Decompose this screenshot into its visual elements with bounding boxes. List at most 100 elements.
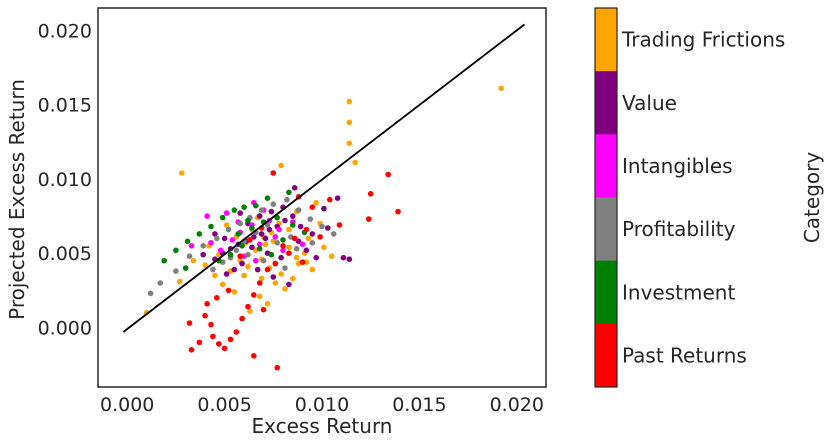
colorbar-swatch-investment (595, 260, 617, 325)
colorbar-tick-label: Trading Frictions (621, 28, 785, 52)
scatter-point-past-returns (204, 301, 210, 307)
scatter-point-trading-frictions (258, 275, 265, 282)
scatter-point-value (270, 274, 277, 280)
y-axis-ticks: 0.000 0.005 0.010 0.015 0.020 (38, 20, 92, 339)
scatter-point-profitability (309, 240, 316, 246)
scatter-point-past-returns (270, 170, 277, 176)
scatter-point-investment (268, 251, 275, 258)
scatter-point-profitability (274, 240, 281, 246)
scatter-point-trading-frictions (278, 271, 284, 277)
scatter-point-trading-frictions (321, 244, 327, 251)
scatter-point-profitability (173, 268, 179, 274)
scatter-point-value (297, 223, 304, 230)
x-tick-label: 0.010 (295, 394, 349, 416)
scatter-point-trading-frictions (278, 162, 284, 169)
scatter-point-profitability (260, 257, 267, 264)
scatter-point-trading-frictions (352, 159, 358, 166)
scatter-point-trading-frictions (262, 241, 269, 248)
scatter-point-trading-frictions (190, 257, 197, 264)
scatter-point-past-returns (272, 260, 279, 267)
scatter-point-past-returns (336, 222, 343, 228)
scatter-point-profitability (282, 265, 288, 271)
scatter-point-investment (256, 246, 263, 252)
reference-line-group (122, 23, 526, 333)
colorbar-label: Category (800, 152, 824, 244)
scatter-point-past-returns (188, 347, 195, 353)
scatter-point-value (325, 225, 331, 231)
scatter-point-trading-frictions (241, 272, 247, 279)
colorbar-tick-label: Investment (622, 280, 735, 304)
scatter-point-trading-frictions (231, 289, 238, 295)
scatter-point-profitability (237, 220, 243, 227)
colorbar-swatch-value (595, 71, 617, 135)
scatter-point-investment (208, 223, 214, 230)
scatter-point-trading-frictions (272, 280, 279, 286)
scatter-point-intangibles (204, 213, 210, 219)
scatter-point-past-returns (225, 287, 232, 294)
scatter-point-past-returns (260, 306, 267, 313)
scatter-point-investment (245, 217, 251, 224)
scatter-point-value (212, 231, 218, 237)
scatter-point-value (282, 217, 288, 224)
scatter-point-trading-frictions (179, 170, 185, 176)
scatter-points (143, 85, 505, 371)
scatter-point-investment (227, 251, 234, 258)
scatter-point-past-returns (247, 237, 253, 243)
scatter-point-value (266, 226, 273, 233)
scatter-point-trading-frictions (212, 272, 218, 279)
scatter-point-investment (253, 202, 259, 209)
scatter-point-trading-frictions (346, 98, 353, 105)
scatter-point-trading-frictions (290, 275, 296, 282)
x-tick-label: 0.020 (490, 394, 544, 416)
scatter-point-profitability (200, 243, 206, 249)
y-tick-label: 0.020 (38, 20, 92, 42)
scatter-point-past-returns (251, 353, 257, 359)
scatter-point-trading-frictions (313, 199, 320, 206)
scatter-point-trading-frictions (177, 278, 183, 285)
scatter-point-value (223, 271, 230, 277)
scatter-point-profitability (330, 231, 337, 237)
scatter-point-past-returns (239, 315, 245, 322)
scatter-point-past-returns (291, 235, 298, 242)
scatter-point-value (286, 281, 292, 288)
scatter-point-past-returns (227, 336, 234, 343)
scatter-point-investment (290, 222, 296, 228)
scatter-point-value (262, 235, 269, 242)
scatter-point-past-returns (264, 266, 271, 273)
scatter-point-past-returns (317, 234, 323, 240)
scatter-point-past-returns (299, 259, 306, 266)
scatter-point-past-returns (280, 243, 286, 249)
colorbar-swatch-intangibles (595, 134, 617, 198)
colorbar-frame (594, 7, 618, 388)
scatter-point-value (200, 251, 206, 258)
scatter-point-profitability (293, 246, 300, 252)
scatter-point-intangibles (280, 247, 286, 254)
scatter-point-past-returns (251, 292, 257, 298)
scatter-point-past-returns (221, 345, 228, 352)
scatter-point-investment (241, 204, 247, 210)
scatter-point-profitability (214, 235, 220, 242)
scatter-point-profitability (147, 290, 154, 297)
scatter-point-intangibles (256, 241, 263, 248)
scatter-point-trading-frictions (219, 281, 226, 288)
scatter-point-value (313, 254, 320, 261)
scatter-point-trading-frictions (498, 85, 505, 92)
x-axis-ticks: 0.000 0.005 0.010 0.015 0.020 (100, 394, 544, 416)
scatter-point-past-returns (256, 280, 263, 286)
scatter-point-profitability (210, 266, 216, 273)
scatter-point-past-returns (303, 226, 310, 233)
y-axis-label: Projected Excess Return (5, 79, 29, 320)
scatter-point-value (290, 213, 296, 219)
scatter-point-trading-frictions (223, 222, 230, 228)
scatter-point-profitability (307, 216, 314, 222)
scatter-point-past-returns (210, 333, 216, 340)
scatter-point-intangibles (272, 234, 279, 240)
colorbar-tick-label: Profitability (622, 217, 736, 241)
scatter-point-value (239, 260, 245, 267)
y-tick-label: 0.015 (38, 95, 92, 117)
scatter-point-investment (161, 257, 167, 264)
scatter-point-intangibles (188, 243, 195, 249)
scatter-point-investment (235, 231, 241, 237)
scatter-point-intangibles (208, 240, 214, 246)
